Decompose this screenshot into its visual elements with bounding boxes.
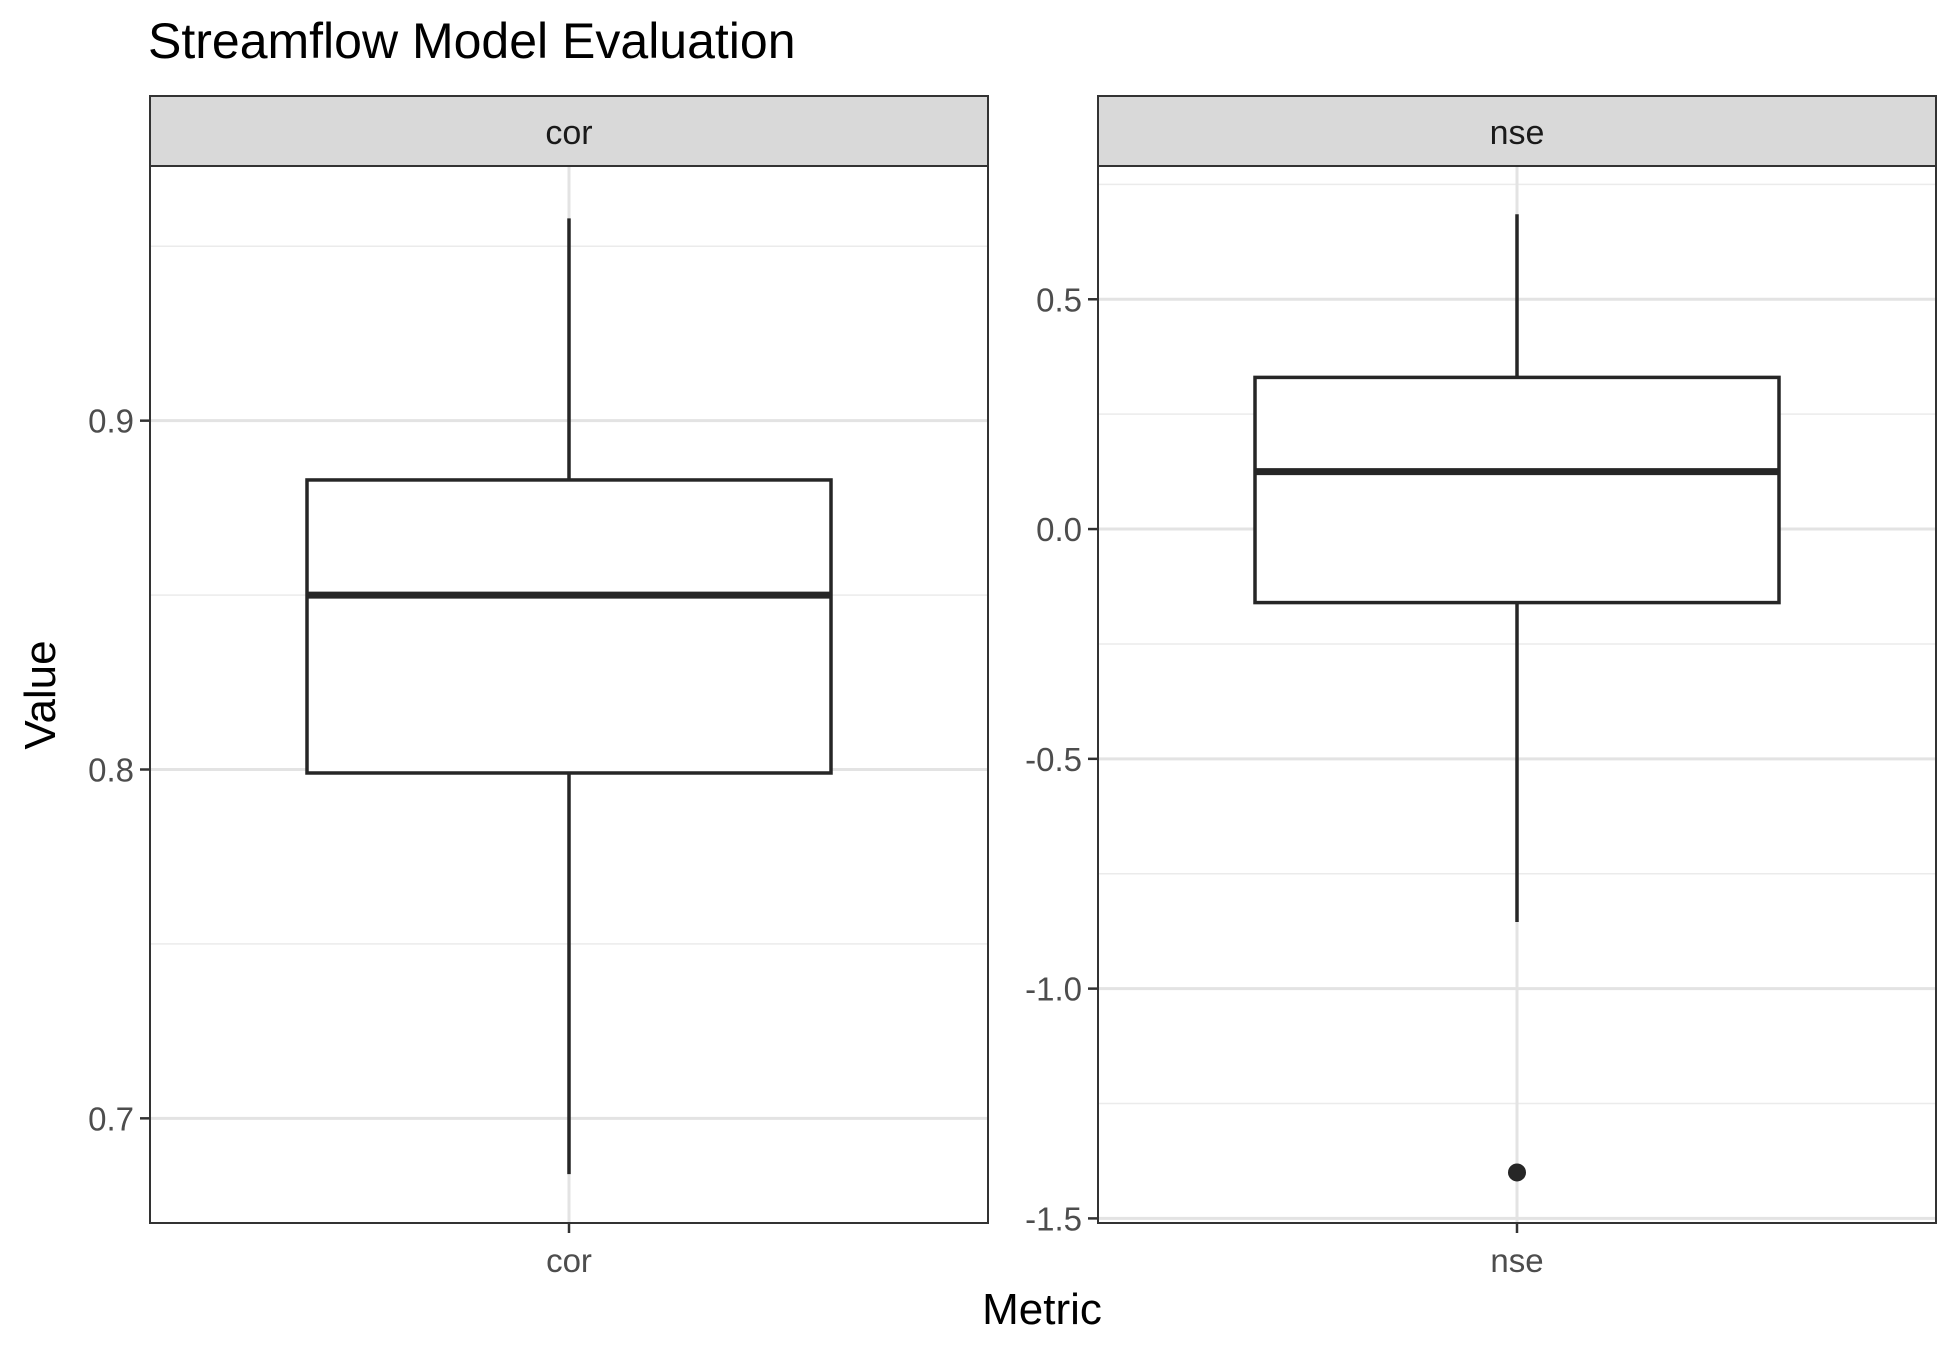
y-tick-label: -1.0 <box>1025 971 1082 1008</box>
y-tick-label: 0.8 <box>88 752 134 789</box>
x-tick-label: cor <box>546 1242 592 1279</box>
box-iqr <box>305 478 833 775</box>
box-iqr <box>1253 375 1781 605</box>
facet-panel-nse: nse -1.5 -1.0 -0.5 0.0 0.5 nse <box>1025 95 1937 1279</box>
facet-strip-nse <box>1097 95 1937 167</box>
facet-strip-label: nse <box>1490 114 1545 152</box>
facets: cor 0.7 0.8 0.9 cor nse -1.5 -1.0 -0.5 0.0 0.5 nse <box>88 95 1937 1279</box>
y-tick-label: 0.7 <box>88 1100 134 1137</box>
y-axis-title: Value <box>16 640 65 749</box>
outlier-point <box>1508 1163 1526 1182</box>
x-axis-title: Metric <box>982 1285 1102 1334</box>
facet-strip-cor <box>149 95 989 167</box>
chart-title: Streamflow Model Evaluation <box>148 13 796 69</box>
y-tick-label: -0.5 <box>1025 741 1082 778</box>
facet-panel-cor: cor 0.7 0.8 0.9 cor <box>88 95 989 1279</box>
x-tick-label: nse <box>1490 1242 1543 1279</box>
y-tick-label: -1.5 <box>1025 1200 1082 1237</box>
y-tick-label: 0.0 <box>1036 511 1082 548</box>
y-tick-label: 0.5 <box>1036 281 1082 318</box>
facet-strip-label: cor <box>545 114 592 152</box>
y-tick-label: 0.9 <box>88 403 134 440</box>
